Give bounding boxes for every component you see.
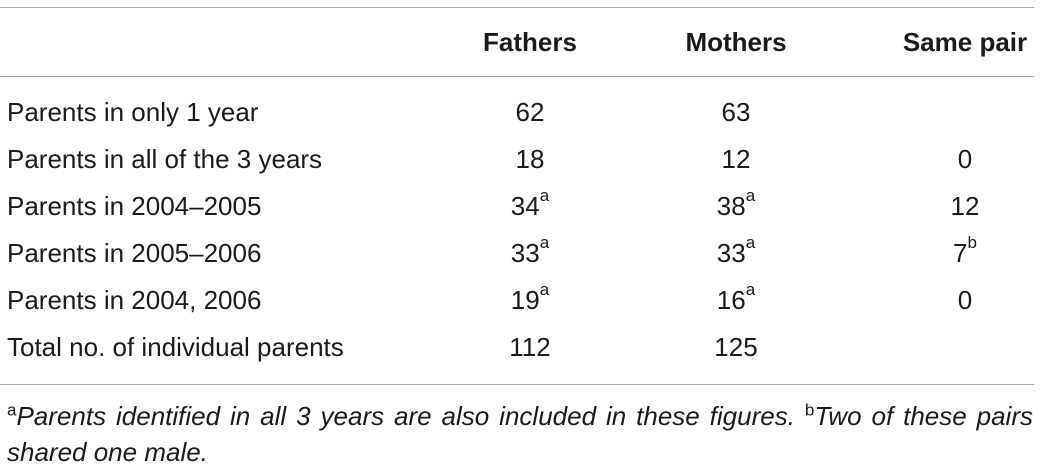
cell-same-pair-value: 0 [957, 144, 973, 174]
cell-fathers-value: 62 [515, 97, 545, 127]
table-row: Total no. of individual parents 112 125 [0, 331, 1041, 378]
header-same-pair: Same pair [902, 27, 1028, 57]
cell-fathers: 34a [440, 187, 620, 222]
table-row: Parents in 2005–2006 33a 33a 7b [0, 234, 1041, 284]
cell-mothers-value: 16 [716, 285, 746, 315]
cell-fathers: 112 [440, 331, 620, 363]
cell-fathers-value: 112 [509, 332, 551, 362]
footnote-marker: a [539, 280, 550, 300]
cell-fathers: 18 [440, 143, 620, 175]
row-label: Parents in 2005–2006 [7, 238, 262, 268]
footnote-a-mark: a [7, 400, 17, 420]
cell-mothers-value: 125 [714, 332, 758, 362]
cell-fathers-value: 19 [510, 285, 540, 315]
footnote-marker: b [967, 233, 977, 253]
footnote-marker: a [745, 280, 756, 300]
cell-mothers: 38a [646, 187, 826, 222]
footnote-marker: a [539, 233, 550, 253]
row-label: Total no. of individual parents [7, 332, 344, 362]
cell-same-pair: 0 [888, 143, 1041, 175]
table-header-rule [0, 76, 1034, 77]
cell-same-pair-value: 0 [957, 285, 973, 315]
cell-fathers: 19a [440, 281, 620, 316]
row-label: Parents in 2004, 2006 [7, 285, 262, 315]
table-bottom-rule [0, 384, 1034, 385]
cell-same-pair-value: 12 [950, 191, 980, 221]
cell-mothers: 33a [646, 234, 826, 269]
table-row: Parents in only 1 year 62 63 [0, 96, 1041, 143]
cell-fathers: 33a [440, 234, 620, 269]
cell-mothers: 125 [646, 331, 826, 363]
footnote-a-text: Parents identified in all 3 years are al… [16, 401, 795, 431]
footnote-marker: a [539, 186, 550, 206]
cell-mothers: 63 [646, 96, 826, 128]
cell-fathers: 62 [440, 96, 620, 128]
header-mothers: Mothers [685, 27, 787, 57]
cell-same-pair-value: 7 [953, 238, 968, 268]
cell-fathers-value: 34 [510, 191, 540, 221]
footnote-marker: a [745, 233, 756, 253]
table-row: Parents in 2004, 2006 19a 16a 0 [0, 281, 1041, 331]
cell-fathers-value: 33 [510, 238, 540, 268]
row-label: Parents in 2004–2005 [7, 191, 262, 221]
cell-mothers-value: 33 [716, 238, 746, 268]
table-row: Parents in 2004–2005 34a 38a 12 [0, 187, 1041, 237]
table-footnote: aParents identified in all 3 years are a… [7, 398, 1033, 470]
cell-mothers-value: 38 [716, 191, 746, 221]
footnote-b-mark: b [804, 400, 815, 420]
cell-mothers: 12 [646, 143, 826, 175]
table-row: Parents in all of the 3 years 18 12 0 [0, 143, 1041, 190]
table-top-rule [0, 7, 1034, 8]
footnote-b-text: Two of these pairs shared one male. [7, 401, 1033, 467]
header-fathers: Fathers [483, 27, 577, 57]
cell-same-pair: 7b [888, 234, 1041, 269]
footnote-marker: a [745, 186, 756, 206]
cell-same-pair: 12 [888, 190, 1041, 222]
cell-fathers-value: 18 [515, 144, 545, 174]
cell-mothers-value: 63 [721, 97, 751, 127]
row-label: Parents in all of the 3 years [7, 144, 323, 174]
cell-same-pair: 0 [888, 284, 1041, 316]
cell-mothers-value: 12 [721, 144, 751, 174]
cell-mothers: 16a [646, 281, 826, 316]
row-label: Parents in only 1 year [7, 97, 259, 127]
